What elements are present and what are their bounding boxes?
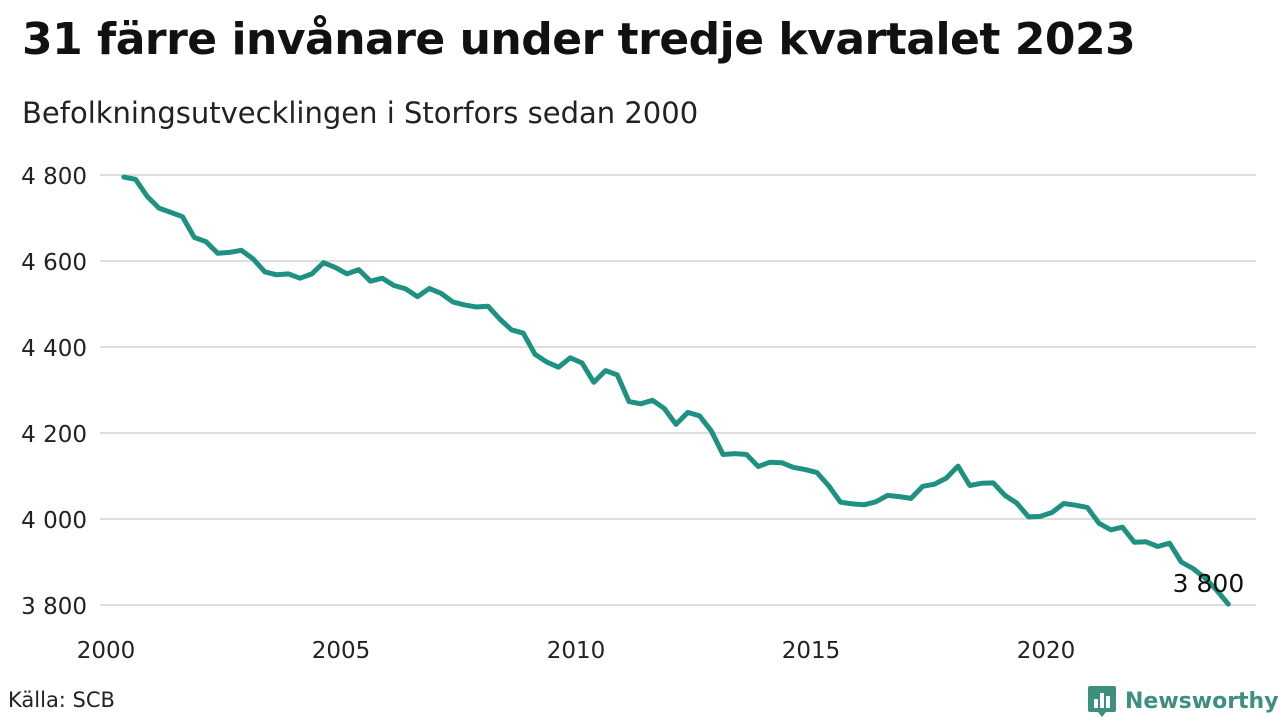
brand-name: Newsworthy: [1125, 688, 1279, 714]
x-tick-label: 2010: [547, 638, 606, 664]
brand-logo: Newsworthy: [1087, 684, 1279, 718]
x-tick-label: 2005: [312, 638, 371, 664]
end-value-label: 3 800: [1173, 569, 1245, 598]
bar-chart-logo-icon: [1088, 686, 1116, 717]
chart-subtitle: Befolkningsutvecklingen i Storfors sedan…: [22, 96, 699, 130]
y-tick-label: 4 200: [21, 422, 87, 448]
y-tick-label: 4 800: [21, 164, 87, 190]
x-tick-label: 2020: [1017, 638, 1076, 664]
x-tick-label: 2000: [77, 638, 136, 664]
y-tick-label: 3 800: [21, 594, 87, 620]
y-tick-label: 4 600: [21, 250, 87, 276]
series-line: [121, 174, 1231, 607]
source-label: Källa: SCB: [8, 688, 115, 712]
chart-title: 31 färre invånare under tredje kvartalet…: [22, 14, 1136, 65]
y-tick-label: 4 400: [21, 336, 87, 362]
x-tick-label: 2015: [782, 638, 841, 664]
y-tick-label: 4 000: [21, 508, 87, 534]
